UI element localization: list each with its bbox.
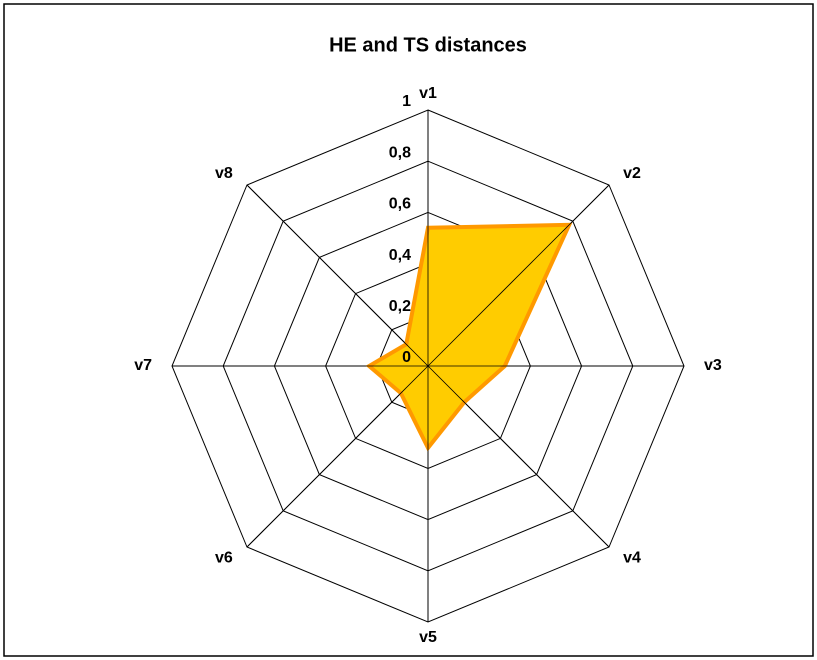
- category-label: v6: [215, 550, 233, 567]
- spoke-overlay: [246, 184, 429, 367]
- chart-title: HE and TS distances: [329, 34, 527, 56]
- category-label: v7: [134, 357, 152, 374]
- category-label: v3: [704, 357, 722, 374]
- radial-tick-label: 0,4: [389, 247, 411, 264]
- category-label: v4: [623, 550, 641, 567]
- category-label: v1: [419, 85, 437, 102]
- spoke-overlay: [427, 184, 610, 367]
- spoke-overlay: [246, 365, 429, 548]
- category-label: v8: [215, 165, 233, 182]
- spoke-overlay: [427, 365, 610, 548]
- category-label: v5: [419, 629, 437, 646]
- category-label: v2: [623, 165, 641, 182]
- radial-tick-label: 0: [402, 349, 411, 366]
- radial-tick-label: 0,2: [389, 298, 411, 315]
- radial-tick-label: 1: [402, 93, 411, 110]
- radial-tick-label: 0,8: [389, 144, 411, 161]
- radial-tick-label: 0,6: [389, 196, 411, 213]
